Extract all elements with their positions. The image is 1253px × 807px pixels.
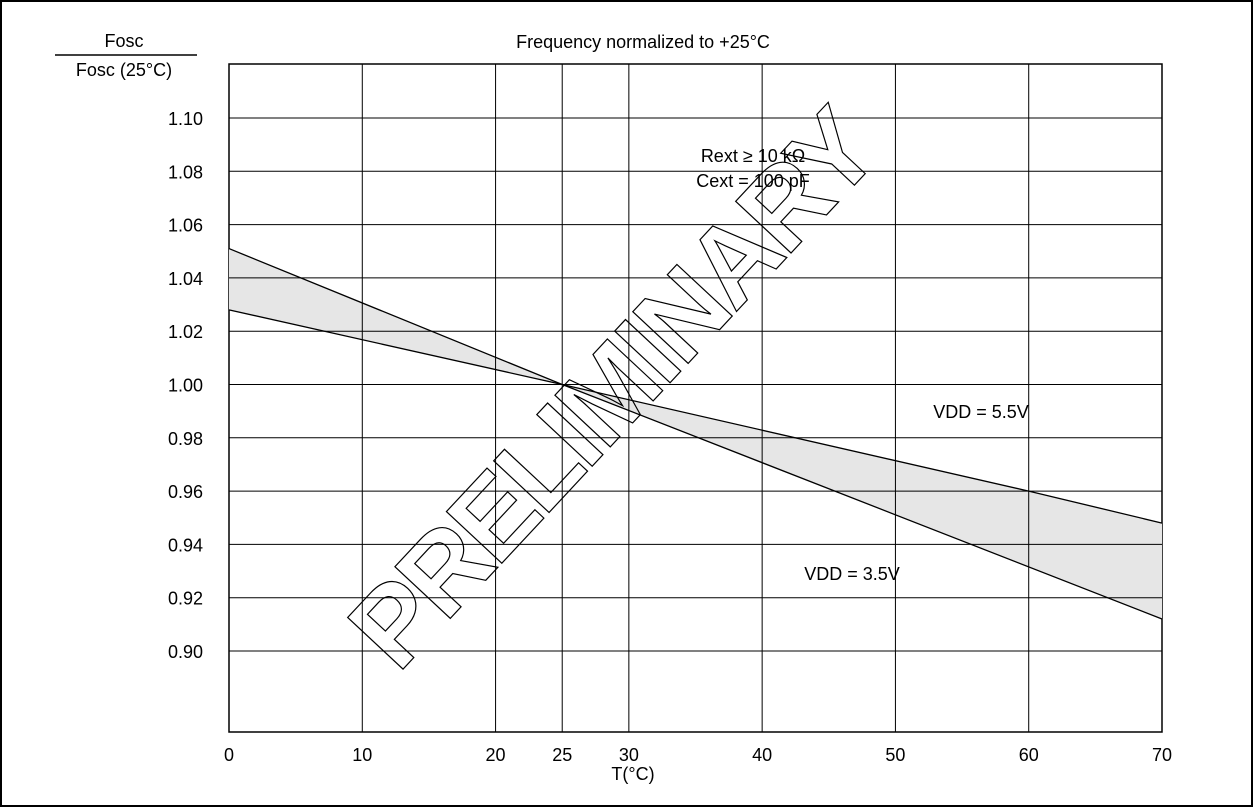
y-tick-label: 1.08 — [168, 162, 203, 182]
y-tick-label: 1.02 — [168, 322, 203, 342]
series-line-1 — [228, 247, 1163, 620]
y-tick-label: 0.98 — [168, 429, 203, 449]
y-tick-label: 1.00 — [168, 376, 203, 396]
y-tick-label: 1.06 — [168, 216, 203, 236]
grid-layer — [229, 64, 1162, 732]
x-tick-labels: 0 10 20 25 30 40 50 60 70 — [224, 745, 1172, 765]
x-tick-label: 20 — [486, 745, 506, 765]
series-label-5v5: VDD = 5.5V — [933, 402, 1029, 422]
y-tick-label: 0.92 — [168, 589, 203, 609]
series-line-0 — [228, 309, 1163, 524]
series-layer — [228, 247, 1163, 620]
x-tick-label: 0 — [224, 745, 234, 765]
condition-cext: Cext = 100 pF — [696, 171, 810, 191]
y-tick-label: 0.90 — [168, 642, 203, 662]
series-label-3v5: VDD = 3.5V — [804, 564, 900, 584]
plot-area — [228, 63, 1163, 733]
y-tick-labels: 1.10 1.08 1.06 1.04 1.02 1.00 0.98 0.96 0.94 0.92… — [168, 109, 203, 662]
x-tick-label: 40 — [752, 745, 772, 765]
y-label-denominator: Fosc (25°C) — [76, 60, 172, 80]
y-tick-label: 0.96 — [168, 482, 203, 502]
x-axis-label: T(°C) — [611, 764, 654, 784]
x-tick-label: 10 — [352, 745, 372, 765]
condition-rext: Rext ≥ 10 kΩ — [701, 146, 805, 166]
y-tick-label: 1.04 — [168, 269, 203, 289]
x-tick-label: 30 — [619, 745, 639, 765]
x-tick-label: 70 — [1152, 745, 1172, 765]
y-tick-label: 0.94 — [168, 535, 203, 555]
y-label-numerator: Fosc — [104, 31, 143, 51]
x-tick-label: 25 — [552, 745, 572, 765]
chart-title: Frequency normalized to +25°C — [516, 32, 770, 52]
x-tick-label: 60 — [1019, 745, 1039, 765]
x-tick-label: 50 — [885, 745, 905, 765]
y-tick-label: 1.10 — [168, 109, 203, 129]
fill-layer — [229, 248, 1162, 620]
band-fill — [229, 248, 1162, 620]
